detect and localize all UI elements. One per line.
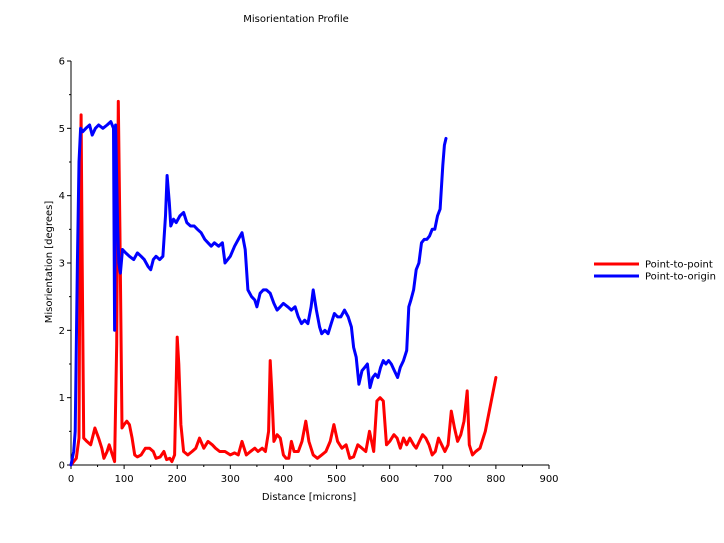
- chart-title: Misorientation Profile: [243, 14, 349, 25]
- x-tick-label: 500: [327, 474, 346, 485]
- y-tick-label: 3: [59, 259, 65, 270]
- axes: 0 1 2 3 4 5 6 0 100 200 300 400 500 600 700 800 900: [59, 57, 559, 486]
- y-tick-label: 2: [59, 326, 65, 337]
- x-tick-label: 700: [433, 474, 452, 485]
- y-tick-label: 5: [59, 124, 65, 135]
- x-tick-label: 0: [68, 474, 74, 485]
- legend-label: Point-to-point: [645, 260, 713, 271]
- plot-series: [69, 99, 498, 467]
- y-tick-label: 6: [59, 57, 65, 68]
- y-tick-label: 1: [59, 393, 65, 404]
- x-tick-label: 100: [115, 474, 134, 485]
- x-tick-label: 200: [168, 474, 187, 485]
- x-tick-label: 900: [539, 474, 558, 485]
- x-tick-label: 300: [221, 474, 240, 485]
- x-tick-label: 400: [274, 474, 293, 485]
- y-axis-label: Misorientation [degrees]: [44, 201, 55, 324]
- y-tick-label: 0: [59, 461, 65, 472]
- legend-label: Point-to-origin: [645, 272, 716, 283]
- x-tick-label: 800: [486, 474, 505, 485]
- y-tick-label: 4: [59, 191, 65, 202]
- series-line-point-to-origin: [69, 120, 448, 467]
- x-axis-label: Distance [microns]: [262, 492, 356, 503]
- x-tick-label: 600: [380, 474, 399, 485]
- series-line-point-to-point: [69, 99, 498, 467]
